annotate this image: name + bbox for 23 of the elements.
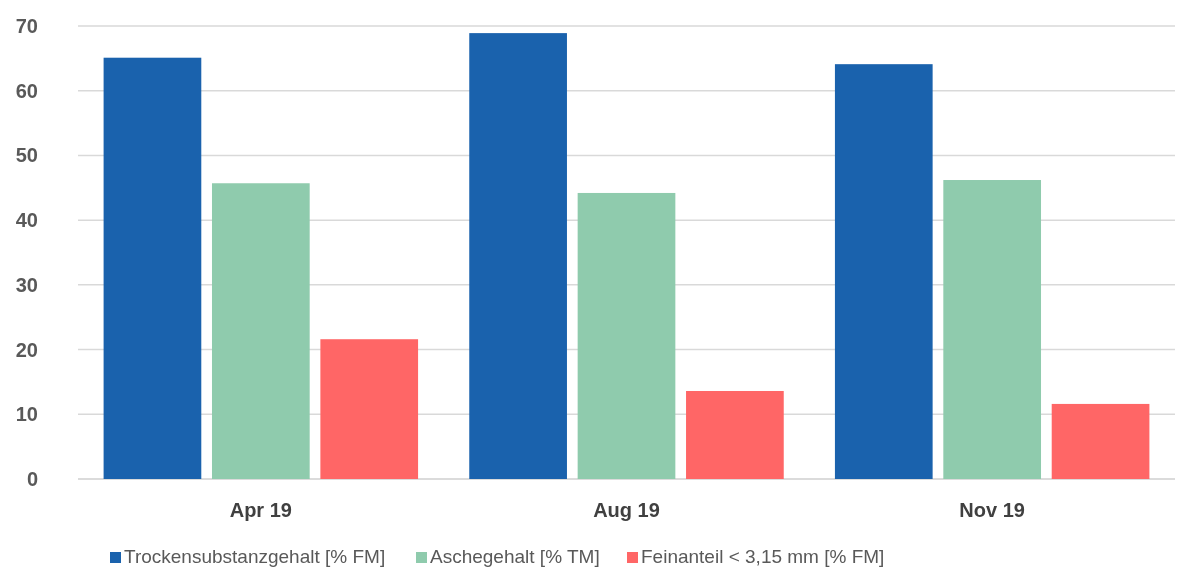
legend-label: Aschegehalt [% TM] — [430, 546, 600, 567]
legend-label: Feinanteil < 3,15 mm [% FM] — [641, 546, 885, 567]
bar — [211, 183, 310, 479]
y-tick-label: 50 — [15, 144, 38, 167]
y-tick-label: 40 — [15, 209, 38, 232]
legend-label: Trockensubstanzgehalt [% FM] — [124, 546, 386, 567]
y-tick-label: 10 — [15, 403, 38, 426]
bar — [943, 180, 1042, 479]
bar — [103, 57, 202, 479]
x-tick-label: Apr 19 — [229, 499, 292, 521]
x-tick-label: Aug 19 — [593, 499, 660, 521]
bar — [320, 339, 419, 479]
y-tick-label: 60 — [15, 79, 38, 102]
bar — [1051, 403, 1150, 479]
y-tick-label: 0 — [26, 468, 38, 490]
y-tick-label: 20 — [15, 338, 38, 361]
bar — [577, 192, 676, 479]
bar — [686, 390, 784, 479]
x-tick-label: Nov 19 — [959, 499, 1025, 521]
bar — [469, 33, 567, 479]
bar — [834, 64, 933, 479]
y-tick-label: 30 — [15, 273, 38, 296]
y-tick-label: 70 — [15, 15, 38, 37]
